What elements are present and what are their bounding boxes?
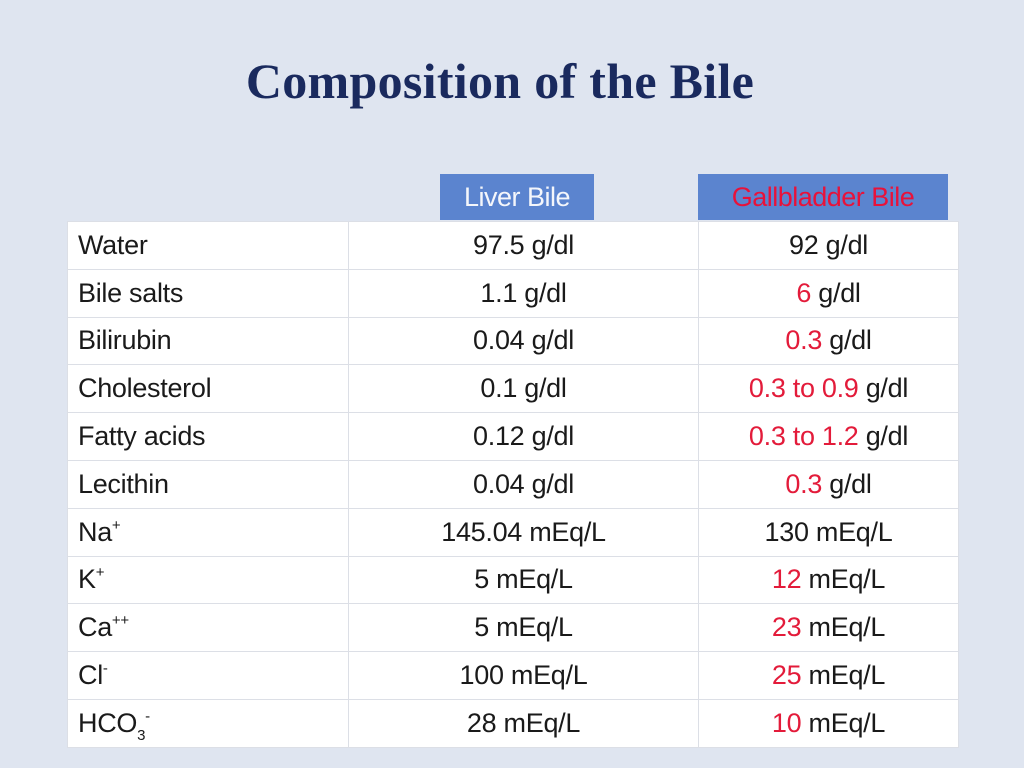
gallbladder-value: 130 mEq/L	[698, 507, 959, 557]
component-name: Lecithin	[67, 459, 349, 509]
bile-composition-table: Water 97.5 g/dl 92 g/dl Bile salts 1.1 g…	[67, 221, 959, 748]
component-name: Bilirubin	[67, 316, 349, 366]
component-name: HCO3-	[67, 698, 349, 748]
liver-value: 1.1 g/dl	[348, 268, 699, 318]
table-row-sodium: Na+ 145.04 mEq/L 130 mEq/L	[67, 507, 959, 557]
gallbladder-value: 10 mEq/L	[698, 698, 959, 748]
liver-value: 0.1 g/dl	[348, 364, 699, 414]
component-name: Na+	[67, 507, 349, 557]
gallbladder-value: 23 mEq/L	[698, 603, 959, 653]
gallbladder-value: 6 g/dl	[698, 268, 959, 318]
component-name: Fatty acids	[67, 412, 349, 461]
liver-value: 5 mEq/L	[348, 555, 699, 605]
component-name: Cholesterol	[67, 364, 349, 414]
table-row-cholesterol: Cholesterol 0.1 g/dl 0.3 to 0.9 g/dl	[67, 364, 959, 414]
table-row-calcium: Ca++ 5 mEq/L 23 mEq/L	[67, 603, 959, 653]
gallbladder-value: 0.3 to 1.2 g/dl	[698, 412, 959, 461]
gallbladder-value: 0.3 g/dl	[698, 459, 959, 509]
liver-value: 145.04 mEq/L	[348, 507, 699, 557]
table-row-lecithin: Lecithin 0.04 g/dl 0.3 g/dl	[67, 459, 959, 509]
gallbladder-value: 25 mEq/L	[698, 651, 959, 700]
page-title: Composition of the Bile	[245, 53, 755, 109]
table-row-potassium: K+ 5 mEq/L 12 mEq/L	[67, 555, 959, 605]
liver-value: 100 mEq/L	[348, 651, 699, 700]
column-header-liver-bile: Liver Bile	[440, 174, 594, 220]
table-row-bilirubin: Bilirubin 0.04 g/dl 0.3 g/dl	[67, 316, 959, 366]
component-name: K+	[67, 555, 349, 605]
gallbladder-value: 0.3 to 0.9 g/dl	[698, 364, 959, 414]
table-row-bicarbonate: HCO3- 28 mEq/L 10 mEq/L	[67, 698, 959, 748]
gallbladder-value: 0.3 g/dl	[698, 316, 959, 366]
gallbladder-value: 12 mEq/L	[698, 555, 959, 605]
component-name: Water	[67, 221, 349, 270]
liver-value: 28 mEq/L	[348, 698, 699, 748]
liver-value: 0.04 g/dl	[348, 459, 699, 509]
liver-value: 97.5 g/dl	[348, 221, 699, 270]
table-row-bile-salts: Bile salts 1.1 g/dl 6 g/dl	[67, 268, 959, 318]
component-name: Ca++	[67, 603, 349, 653]
gallbladder-value: 92 g/dl	[698, 221, 959, 270]
component-name: Bile salts	[67, 268, 349, 318]
column-header-gallbladder-bile: Gallbladder Bile	[698, 174, 948, 220]
liver-value: 0.12 g/dl	[348, 412, 699, 461]
liver-value: 0.04 g/dl	[348, 316, 699, 366]
component-name: Cl-	[67, 651, 349, 700]
table-row-chloride: Cl- 100 mEq/L 25 mEq/L	[67, 651, 959, 700]
table-row-water: Water 97.5 g/dl 92 g/dl	[67, 221, 959, 270]
table-row-fatty-acids: Fatty acids 0.12 g/dl 0.3 to 1.2 g/dl	[67, 412, 959, 461]
liver-value: 5 mEq/L	[348, 603, 699, 653]
